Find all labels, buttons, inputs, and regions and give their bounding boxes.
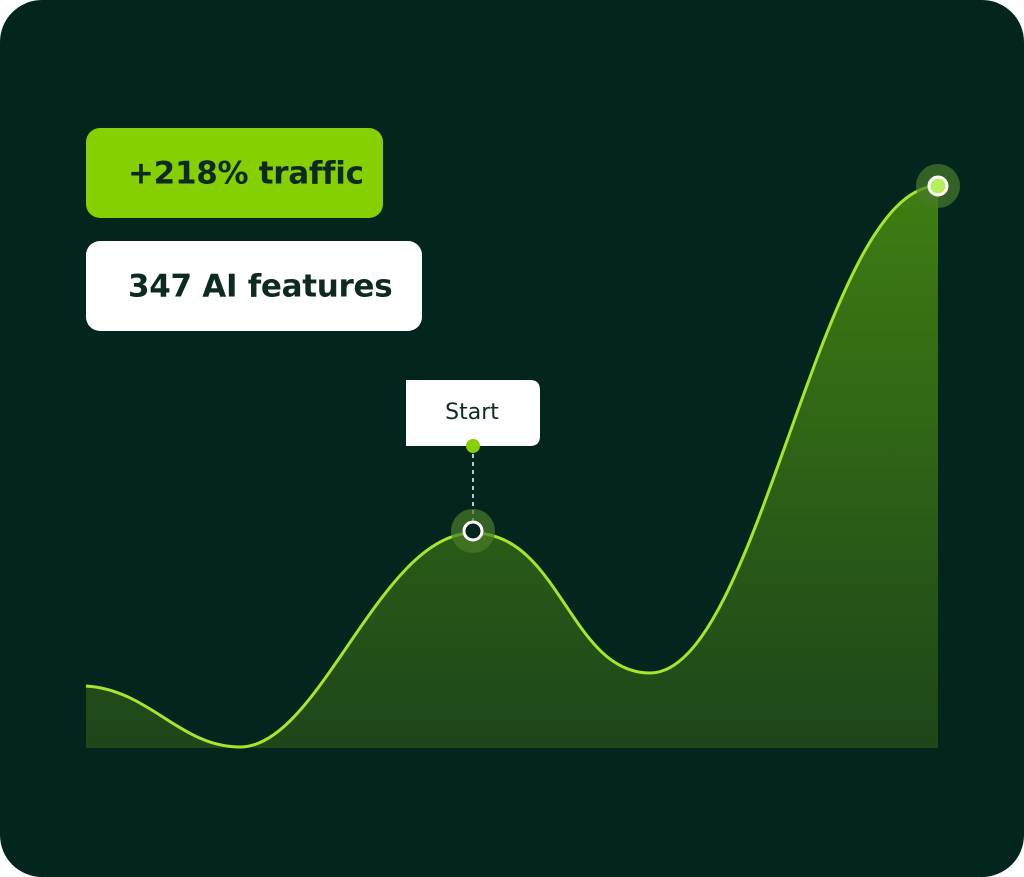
curve-line <box>85 184 939 749</box>
start-label-box <box>406 380 540 446</box>
traffic-badge <box>86 128 383 218</box>
end-point <box>927 175 949 197</box>
features-text: 347 AI features <box>128 269 392 305</box>
features-badge <box>86 241 422 331</box>
start-text: Start <box>445 400 499 425</box>
curve-area <box>86 186 938 748</box>
start-point <box>462 520 484 542</box>
start-anchor-dot <box>466 439 480 453</box>
traffic-text: +218% traffic <box>128 156 364 192</box>
